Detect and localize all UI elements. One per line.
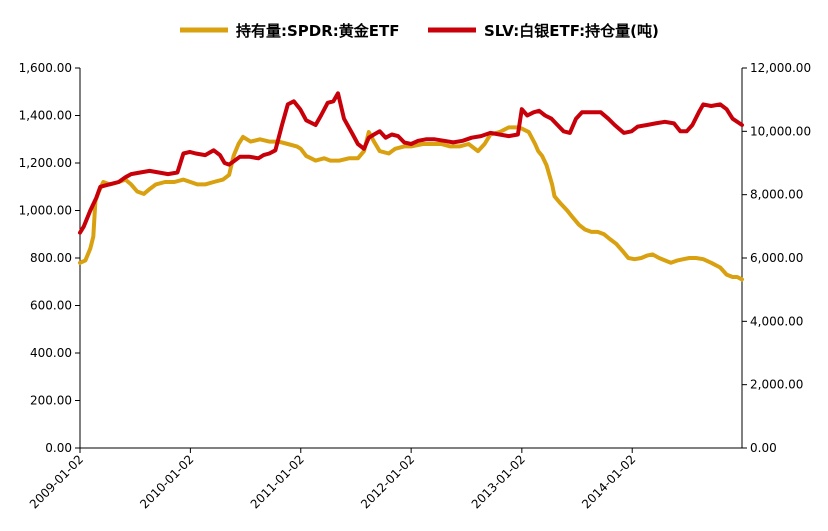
- x-tick-label: 2013-01-02: [469, 452, 528, 511]
- x-tick-label: 2010-01-02: [137, 452, 196, 511]
- left-y-tick-label: 400.00: [30, 346, 72, 360]
- left-y-axis-ticks: 0.00 200.00 400.00 600.00 800.00 1,000.00 1,20…: [19, 61, 80, 455]
- right-y-tick-label: 0.00: [750, 441, 777, 455]
- series-line-spdr-gold: [78, 125, 744, 282]
- series-line-slv-silver: [78, 91, 744, 235]
- right-y-tick-label: 8,000.00: [750, 188, 803, 202]
- left-y-tick-label: 200.00: [30, 394, 72, 408]
- right-y-tick-label: 2,000.00: [750, 378, 803, 392]
- legend-label-slv-silver: SLV:白银ETF:持仓量(吨): [484, 22, 659, 40]
- left-y-tick-label: 800.00: [30, 251, 72, 265]
- right-y-tick-label: 6,000.00: [750, 251, 803, 265]
- right-y-tick-label: 10,000.00: [750, 124, 811, 138]
- x-tick-label: 2014-01-02: [579, 452, 638, 511]
- right-y-tick-label: 12,000.00: [750, 61, 811, 75]
- right-y-axis-ticks: 0.00 2,000.00 4,000.00 6,000.00 8,000.00 10,0…: [742, 61, 811, 455]
- left-y-tick-label: 1,200.00: [19, 156, 72, 170]
- left-y-tick-label: 600.00: [30, 299, 72, 313]
- legend-label-spdr-gold: 持有量:SPDR:黄金ETF: [236, 22, 400, 40]
- left-y-tick-label: 0.00: [45, 441, 72, 455]
- right-y-tick-label: 4,000.00: [750, 314, 803, 328]
- left-y-tick-label: 1,600.00: [19, 61, 72, 75]
- x-tick-label: 2012-01-02: [358, 452, 417, 511]
- left-y-tick-label: 1,000.00: [19, 204, 72, 218]
- x-tick-label: 2009-01-02: [27, 452, 86, 511]
- x-axis-ticks: 2009-01-02 2010-01-02 2011-01-02 2012-01-02…: [27, 448, 638, 511]
- series-layer: [78, 91, 744, 282]
- legend: 持有量:SPDR:黄金ETF SLV:白银ETF:持仓量(吨): [180, 22, 659, 40]
- x-tick-label: 2011-01-02: [248, 452, 307, 511]
- left-y-tick-label: 1,400.00: [19, 109, 72, 123]
